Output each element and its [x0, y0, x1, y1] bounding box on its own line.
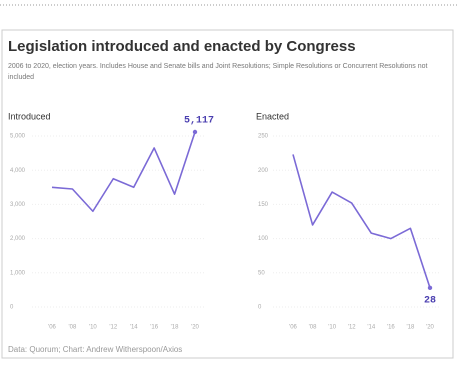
y-tick-label: 4,000 — [10, 168, 26, 174]
source: Data: Quorum; Chart: Andrew Witherspoon/… — [8, 345, 182, 354]
value-label: 5,117 — [184, 116, 214, 127]
y-tick-label: 1,000 — [10, 270, 26, 276]
y-tick-label: 2,000 — [10, 236, 26, 242]
chart-title: Legislation introduced and enacted by Co… — [8, 38, 356, 55]
point — [192, 129, 198, 135]
y-tick-label: 250 — [258, 134, 269, 140]
x-tick-label: '10 — [89, 325, 97, 331]
y-tick-label: 0 — [10, 305, 14, 311]
y-tick-label: 150 — [258, 202, 269, 208]
y-tick-label: 50 — [258, 270, 265, 276]
y-tick-label: 5,000 — [10, 134, 26, 140]
x-tick-label: '08 — [69, 325, 77, 331]
subtitle: 2006 to 2020, election years. Includes H… — [8, 63, 428, 81]
line — [292, 154, 431, 289]
point — [427, 285, 433, 291]
x-tick-label: '20 — [426, 325, 434, 331]
y-tick-label: 0 — [258, 305, 262, 311]
x-tick-label: '16 — [150, 325, 158, 331]
y-tick-label: 100 — [258, 236, 269, 242]
x-tick-label: '06 — [48, 325, 56, 331]
x-tick-label: '14 — [367, 325, 375, 331]
x-tick-label: '18 — [171, 325, 179, 331]
subtitle-box: 2006 to 2020, election years. Includes H… — [8, 63, 428, 81]
value-label: 28 — [424, 295, 436, 306]
x-tick-label: '12 — [109, 325, 117, 331]
x-tick-label: '10 — [328, 325, 336, 331]
x-tick-label: '18 — [407, 325, 415, 331]
x-tick-label: '16 — [387, 325, 395, 331]
x-tick-label: '14 — [130, 325, 138, 331]
x-tick-label: '12 — [348, 325, 356, 331]
panel-title: Enacted — [256, 111, 289, 121]
panel-title: Introduced — [8, 111, 51, 121]
line — [51, 131, 196, 213]
x-tick-label: '20 — [191, 325, 199, 331]
y-tick-label: 200 — [258, 168, 269, 174]
x-tick-label: '06 — [289, 325, 297, 331]
x-tick-label: '08 — [309, 325, 317, 331]
y-tick-label: 3,000 — [10, 202, 26, 208]
